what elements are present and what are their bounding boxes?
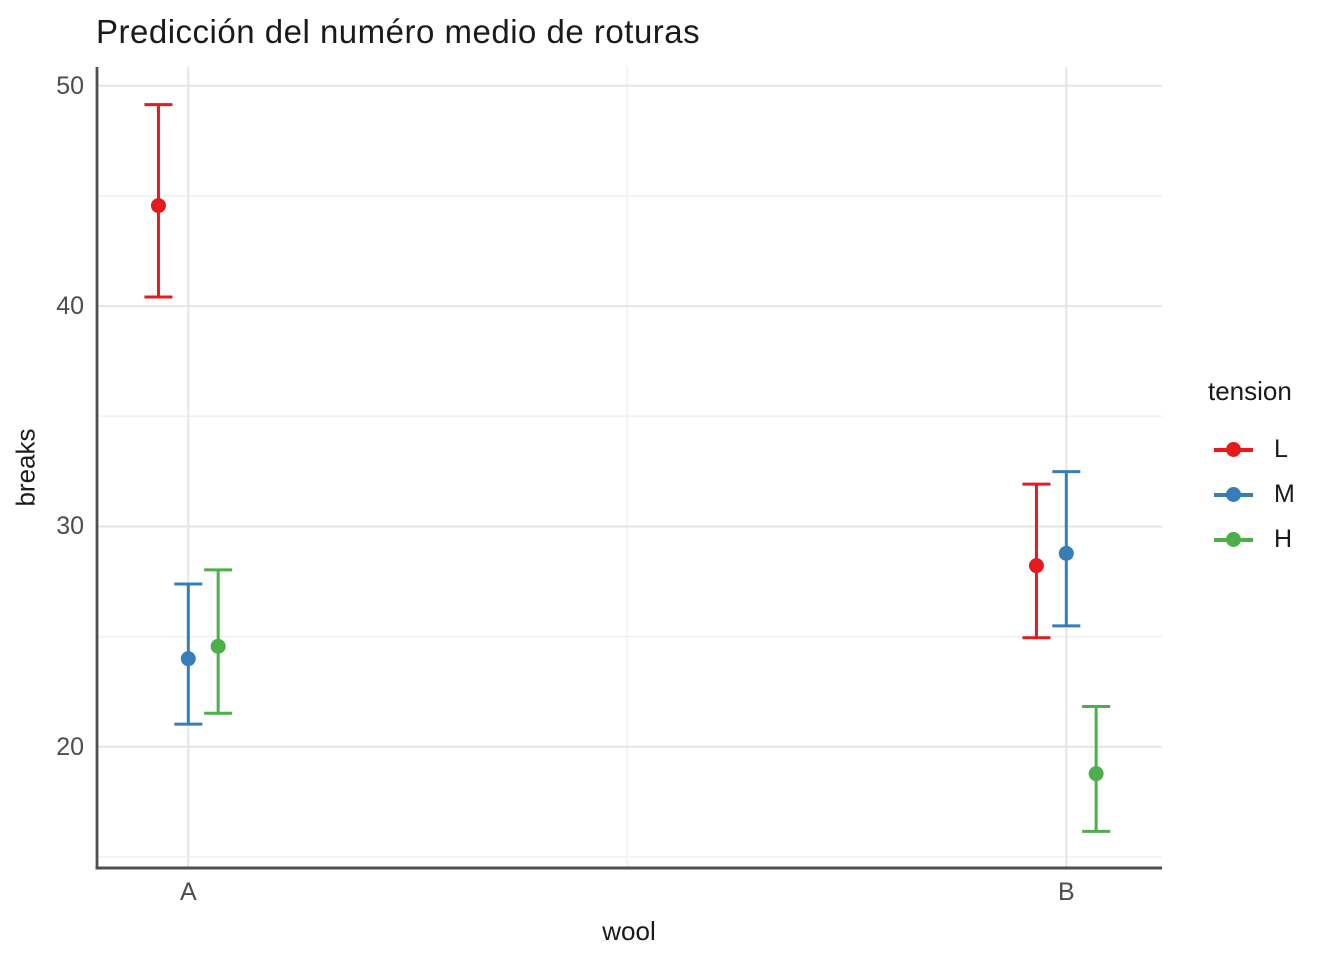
y-tick-label-20: 20 [56, 732, 84, 761]
x-tick-label-B: B [1057, 878, 1075, 906]
x-axis-title: wool [602, 916, 656, 946]
data-point-H-B [1088, 766, 1104, 782]
legend-key-dot [1226, 532, 1241, 547]
y-tick-label-50: 50 [56, 71, 84, 100]
legend-entry-label: H [1274, 525, 1293, 553]
data-point-L-B [1028, 558, 1044, 574]
legend-entry-H: H [1208, 517, 1344, 562]
legend-entry-label: M [1274, 480, 1295, 508]
legend-entry-label: L [1274, 435, 1288, 463]
legend-entry-M: M [1208, 472, 1344, 517]
data-point-M-A [180, 651, 196, 667]
data-point-L-A [150, 198, 166, 214]
x-tick-label-A: A [179, 878, 197, 906]
legend-title: tension [1208, 376, 1292, 406]
legend-key-pointrange-icon [1214, 440, 1253, 460]
data-point-H-A [210, 638, 226, 654]
y-tick-label-40: 40 [56, 292, 84, 321]
legend-key-dot [1226, 442, 1241, 457]
legend-key-pointrange-icon [1214, 485, 1253, 505]
legend-key-pointrange-icon [1214, 530, 1253, 550]
legend-entry-L: L [1208, 427, 1344, 472]
y-tick-label-30: 30 [56, 512, 84, 541]
chart-title: Predicción del numéro medio de roturas [96, 13, 701, 50]
y-axis-title: breaks [10, 428, 41, 507]
data-point-M-B [1058, 545, 1074, 561]
legend-key-dot [1226, 487, 1241, 502]
